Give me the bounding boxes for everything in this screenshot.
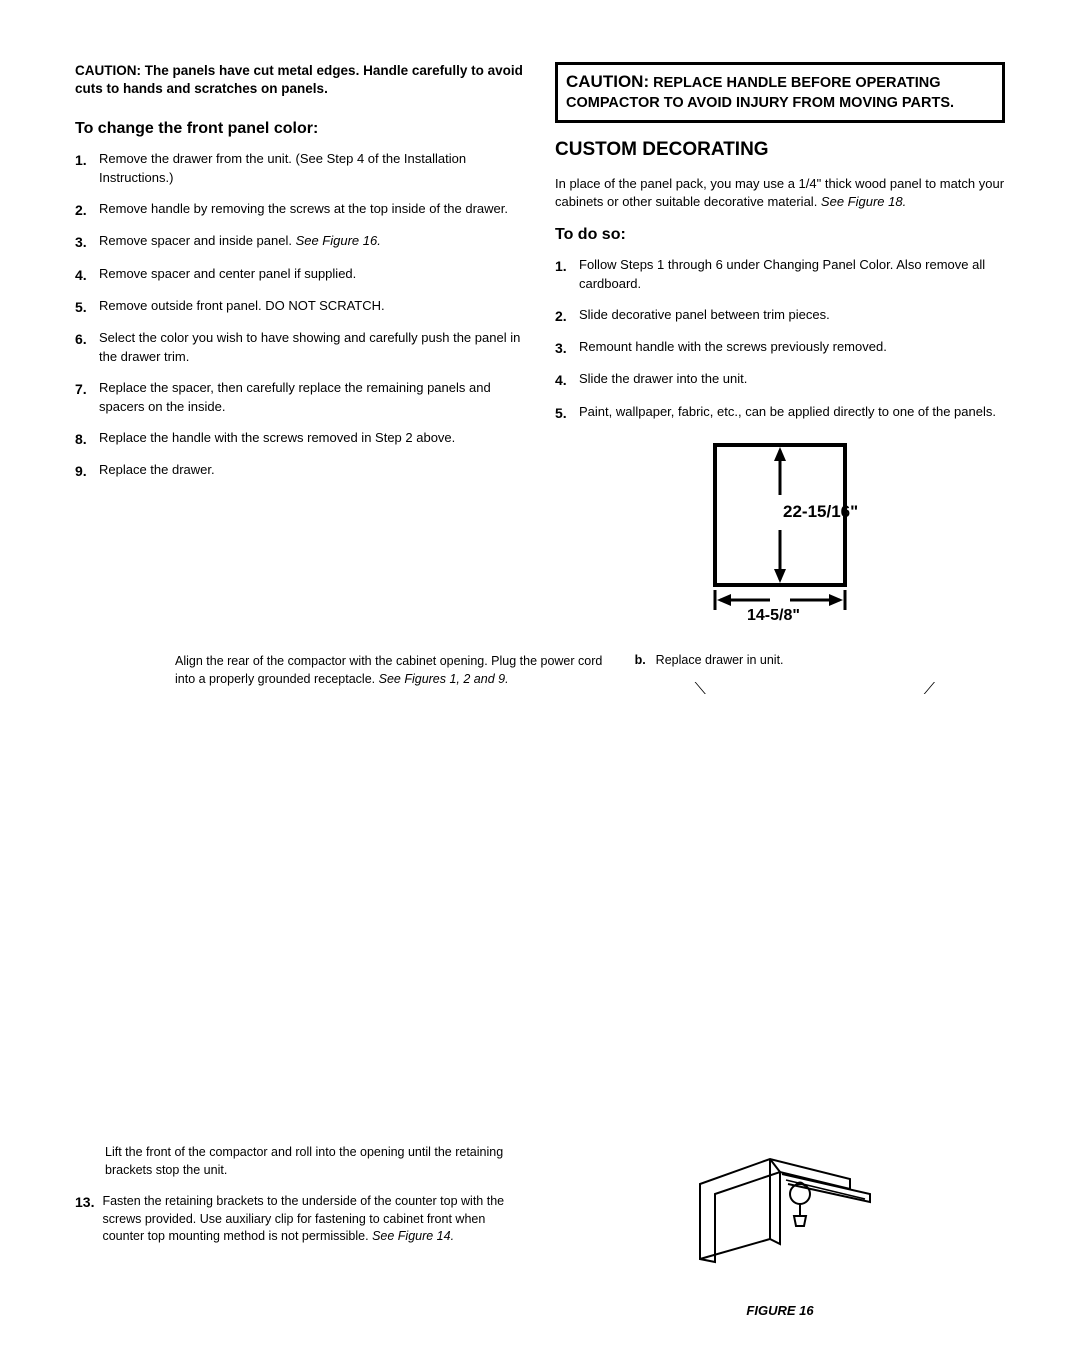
step-number: 6. [75, 329, 99, 349]
step-text: Replace the handle with the screws remov… [99, 429, 455, 448]
right-column: CAUTION: REPLACE HANDLE BEFORE OPERATING… [555, 62, 1005, 625]
step-text: Select the color you wish to have showin… [99, 329, 525, 367]
fragment-right: b. Replace drawer in unit. ⟍⟋ [635, 653, 965, 699]
step-text: Follow Steps 1 through 6 under Changing … [579, 256, 1005, 294]
step-text: Remove outside front panel. DO NOT SCRAT… [99, 297, 385, 316]
caution-word: CAUTION: [566, 72, 649, 91]
step-text: Replace the spacer, then carefully repla… [99, 379, 525, 417]
step-text: Remove handle by removing the screws at … [99, 200, 508, 219]
list-item: 4.Remove spacer and center panel if supp… [75, 265, 525, 285]
change-panel-title: To change the front panel color: [75, 120, 525, 138]
step-text: Replace the drawer. [99, 461, 215, 480]
list-item: 7.Replace the spacer, then carefully rep… [75, 379, 525, 417]
step-number: 7. [75, 379, 99, 399]
figure-16-illustration [670, 1144, 890, 1294]
step-number: 13. [75, 1193, 94, 1246]
list-item: 9.Replace the drawer. [75, 461, 525, 481]
custom-decorating-intro: In place of the panel pack, you may use … [555, 175, 1005, 213]
step-number: 4. [75, 265, 99, 285]
step-number: 3. [75, 232, 99, 252]
list-item: 1.Follow Steps 1 through 6 under Changin… [555, 256, 1005, 294]
step-number: 5. [75, 297, 99, 317]
bottom-right-figure: FIGURE 16 [555, 1144, 1005, 1318]
to-do-so-title: To do so: [555, 226, 1005, 244]
custom-decorating-steps: 1.Follow Steps 1 through 6 under Changin… [555, 256, 1005, 423]
step-number: 2. [555, 306, 579, 326]
step-number: 5. [555, 403, 579, 423]
fragment-text: Replace drawer in unit. [656, 653, 784, 667]
list-item: 5.Paint, wallpaper, fabric, etc., can be… [555, 403, 1005, 423]
list-item: 6.Select the color you wish to have show… [75, 329, 525, 367]
custom-decorating-title: CUSTOM DECORATING [555, 139, 1005, 161]
list-item: 3.Remove spacer and inside panel. See Fi… [75, 232, 525, 252]
fragment-left-text: Align the rear of the compactor with the… [175, 653, 605, 699]
step-text: Remove spacer and inside panel. See Figu… [99, 232, 381, 251]
stray-marks: ⟍⟋ [635, 681, 965, 699]
step-number: 1. [75, 150, 99, 170]
step-text: Remove the drawer from the unit. (See St… [99, 150, 525, 188]
step-number: 3. [555, 338, 579, 358]
dimension-diagram: 22-15/16" 14-5/8" [675, 435, 885, 625]
step-number: 2. [75, 200, 99, 220]
step-text: Slide decorative panel between trim piec… [579, 306, 830, 325]
list-item: 2.Remove handle by removing the screws a… [75, 200, 525, 220]
list-item: 8.Replace the handle with the screws rem… [75, 429, 525, 449]
bottom-step-text: Fasten the retaining brackets to the und… [102, 1193, 525, 1246]
list-item: 3.Remount handle with the screws previou… [555, 338, 1005, 358]
dim-horizontal: 14-5/8" [747, 607, 800, 624]
fragment-row: Align the rear of the compactor with the… [75, 653, 1005, 699]
step-number: 4. [555, 370, 579, 390]
bottom-row: Lift the front of the compactor and roll… [75, 1144, 1005, 1318]
left-column: CAUTION: The panels have cut metal edges… [75, 62, 525, 625]
step-number: 9. [75, 461, 99, 481]
dim-vertical: 22-15/16" [783, 502, 858, 521]
figure-caption: FIGURE 16 [555, 1303, 1005, 1318]
step-number: 8. [75, 429, 99, 449]
list-item: 4.Slide the drawer into the unit. [555, 370, 1005, 390]
list-item: 1.Remove the drawer from the unit. (See … [75, 150, 525, 188]
change-panel-steps: 1.Remove the drawer from the unit. (See … [75, 150, 525, 481]
main-columns: CAUTION: The panels have cut metal edges… [75, 62, 1005, 625]
bottom-left-text: Lift the front of the compactor and roll… [75, 1144, 525, 1318]
bottom-para: Lift the front of the compactor and roll… [75, 1144, 525, 1179]
list-item: 2.Slide decorative panel between trim pi… [555, 306, 1005, 326]
fragment-num: b. [635, 653, 646, 667]
step-text: Slide the drawer into the unit. [579, 370, 747, 389]
caution-box: CAUTION: REPLACE HANDLE BEFORE OPERATING… [555, 62, 1005, 123]
list-item: 5.Remove outside front panel. DO NOT SCR… [75, 297, 525, 317]
step-number: 1. [555, 256, 579, 276]
step-text: Paint, wallpaper, fabric, etc., can be a… [579, 403, 996, 422]
step-text: Remove spacer and center panel if suppli… [99, 265, 356, 284]
step-text: Remount handle with the screws previousl… [579, 338, 887, 357]
caution-paragraph: CAUTION: The panels have cut metal edges… [75, 62, 525, 98]
